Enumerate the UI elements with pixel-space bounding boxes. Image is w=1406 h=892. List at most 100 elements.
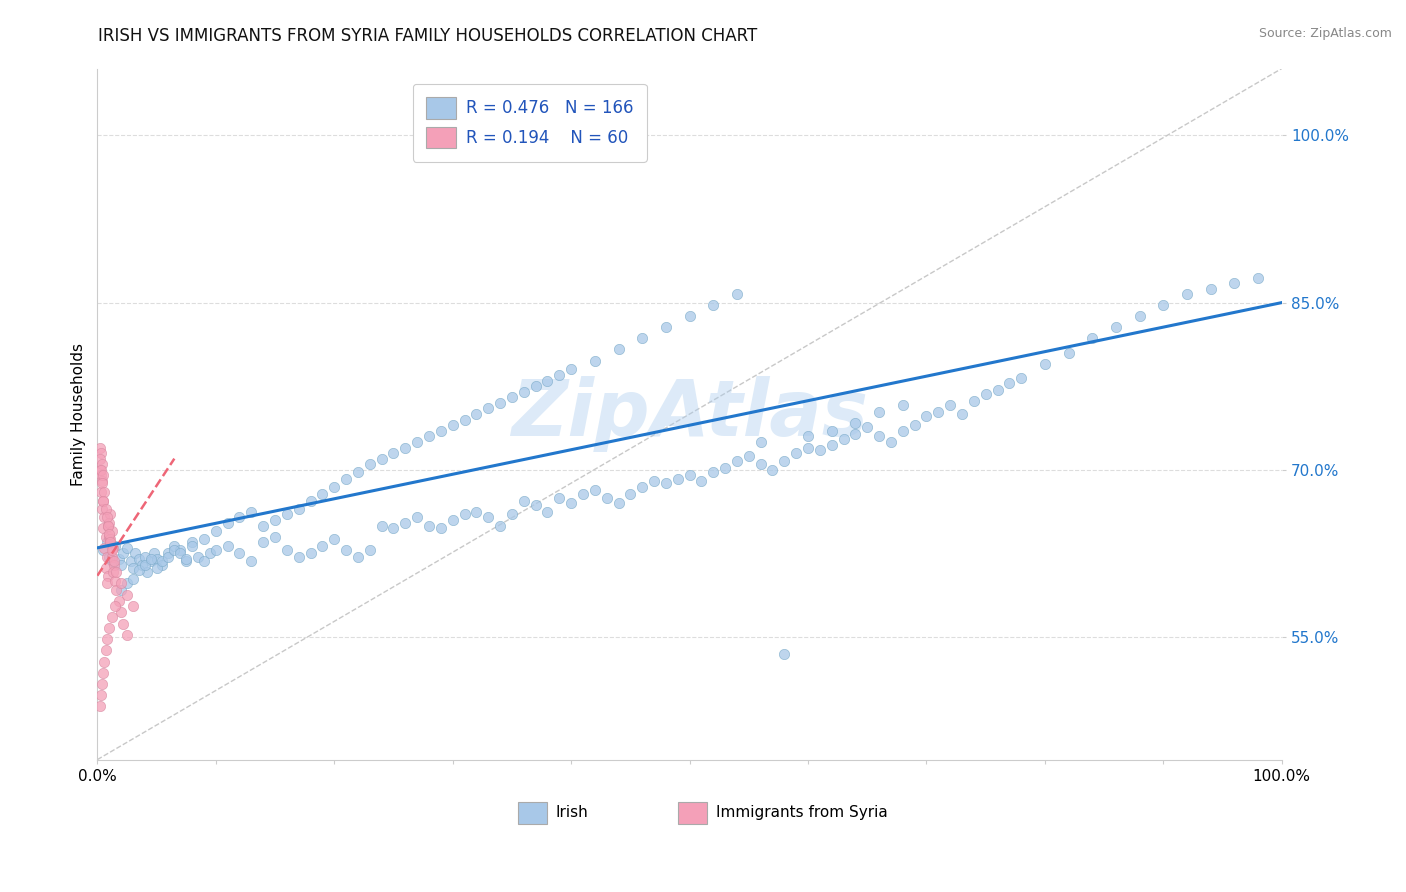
Point <box>749 434 772 449</box>
Point <box>94 561 117 575</box>
Point <box>915 409 938 424</box>
Point <box>513 494 536 508</box>
Point <box>690 474 713 488</box>
Point <box>1247 271 1270 285</box>
Point <box>1129 309 1152 323</box>
Point <box>655 320 678 334</box>
Point <box>264 513 287 527</box>
Point <box>193 554 215 568</box>
Point <box>98 516 121 531</box>
Text: IRISH VS IMMIGRANTS FROM SYRIA FAMILY HOUSEHOLDS CORRELATION CHART: IRISH VS IMMIGRANTS FROM SYRIA FAMILY HO… <box>98 27 758 45</box>
Point <box>418 518 440 533</box>
Point <box>91 677 114 691</box>
Point <box>821 438 844 452</box>
Point <box>560 362 582 376</box>
Point <box>678 309 700 323</box>
Point <box>986 383 1008 397</box>
Point <box>217 516 239 531</box>
Point <box>94 501 117 516</box>
Point <box>98 527 121 541</box>
Point <box>90 446 112 460</box>
Point <box>299 546 322 560</box>
Point <box>311 487 333 501</box>
Point <box>524 499 547 513</box>
Point <box>725 454 748 468</box>
Point <box>145 561 167 575</box>
Point <box>832 432 855 446</box>
Point <box>406 509 429 524</box>
Point <box>797 441 820 455</box>
Point <box>1223 276 1246 290</box>
Y-axis label: Family Households: Family Households <box>72 343 86 485</box>
Point <box>163 539 186 553</box>
Point <box>323 479 346 493</box>
Point <box>678 468 700 483</box>
Point <box>430 424 453 438</box>
Point <box>1057 345 1080 359</box>
FancyBboxPatch shape <box>678 802 707 824</box>
Point <box>418 429 440 443</box>
FancyBboxPatch shape <box>517 802 547 824</box>
Point <box>359 457 381 471</box>
Point <box>157 549 180 564</box>
Point <box>131 558 153 572</box>
Point <box>489 396 512 410</box>
Point <box>950 407 973 421</box>
Point <box>666 472 689 486</box>
Point <box>773 454 796 468</box>
Point <box>89 451 111 466</box>
Point <box>124 546 146 560</box>
Point <box>595 491 617 505</box>
Point <box>287 549 309 564</box>
Point <box>115 576 138 591</box>
Point <box>100 532 122 546</box>
Point <box>536 374 558 388</box>
Point <box>193 532 215 546</box>
Point <box>96 549 118 564</box>
Point <box>120 554 142 568</box>
Point <box>128 552 150 566</box>
Point <box>808 442 831 457</box>
Point <box>169 546 191 560</box>
Point <box>100 610 122 624</box>
Point <box>441 513 464 527</box>
Point <box>572 487 595 501</box>
Point <box>311 539 333 553</box>
Point <box>122 599 145 613</box>
Point <box>489 518 512 533</box>
Point <box>115 628 138 642</box>
Point <box>91 494 114 508</box>
Point <box>198 546 221 560</box>
Point <box>868 429 890 443</box>
Point <box>276 508 298 522</box>
Point <box>107 594 129 608</box>
Point <box>821 424 844 438</box>
Point <box>323 532 346 546</box>
Point <box>91 665 114 680</box>
Point <box>110 576 132 591</box>
Point <box>91 457 114 471</box>
Point <box>1105 320 1128 334</box>
Point <box>204 543 226 558</box>
Point <box>110 606 132 620</box>
Point <box>110 558 132 572</box>
Point <box>107 552 129 566</box>
Point <box>513 384 536 399</box>
Point <box>91 521 114 535</box>
Point <box>607 496 630 510</box>
Point <box>844 427 866 442</box>
Point <box>252 518 274 533</box>
Point <box>725 286 748 301</box>
Point <box>583 483 606 497</box>
Point <box>134 558 156 572</box>
Point <box>560 496 582 510</box>
Point <box>1010 371 1032 385</box>
Point <box>394 441 416 455</box>
Point <box>91 476 114 491</box>
Point <box>536 505 558 519</box>
Point <box>101 566 124 580</box>
Point <box>287 501 309 516</box>
Point <box>139 554 162 568</box>
Point <box>187 549 209 564</box>
Point <box>94 643 117 657</box>
